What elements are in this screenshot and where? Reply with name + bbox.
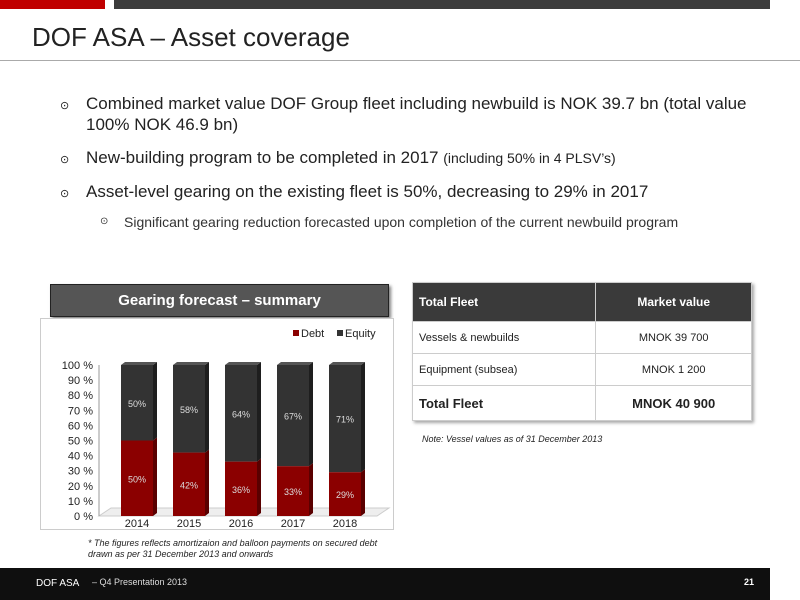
bullet-item: ⊙ Combined market value DOF Group fleet … — [60, 93, 760, 135]
chart-container: 0 % 10 % 20 % 30 % 40 % 50 % 60 % 70 % 80 % 90 % 1… — [40, 318, 394, 530]
sub-bullet-text: Significant gearing reduction forecasted… — [124, 214, 679, 230]
top-accent-bar-red — [0, 0, 105, 9]
equity-data-label: 50% — [128, 399, 146, 409]
sub-bullet-item: ⊙ Significant gearing reduction forecast… — [100, 214, 760, 230]
table-header-row: Total Fleet Market value — [411, 282, 752, 322]
y-tick-label: 40 % — [68, 451, 93, 463]
y-tick-label: 70 % — [68, 405, 93, 417]
bar-top — [225, 362, 261, 365]
debt-data-label: 29% — [336, 490, 354, 500]
footer-brand: DOF ASA — [36, 578, 80, 589]
equity-data-label: 67% — [284, 412, 302, 422]
legend-equity-label: Equity — [345, 328, 376, 340]
bar-equity — [121, 365, 153, 441]
circled-dot-icon: ⊙ — [60, 100, 70, 112]
y-tick-label: 60 % — [68, 420, 93, 432]
chart-footnote: * The figures reflects amortizaion and b… — [88, 538, 378, 559]
bullet-list: ⊙ Combined market value DOF Group fleet … — [60, 93, 760, 230]
y-tick-label: 80 % — [68, 390, 93, 402]
bar-equity — [225, 365, 257, 462]
x-tick-label: 2018 — [333, 518, 357, 529]
bar-debt-side — [309, 463, 313, 516]
y-tick-label: 10 % — [68, 496, 93, 508]
equity-data-label: 64% — [232, 409, 250, 419]
chart-header: Gearing forecast – summary — [50, 284, 389, 317]
bar-debt — [277, 466, 309, 516]
equity-data-label: 71% — [336, 415, 354, 425]
table-total-row: Total Fleet MNOK 40 900 — [411, 385, 752, 421]
circled-dot-icon: ⊙ — [100, 216, 109, 227]
bar-top — [121, 362, 157, 365]
legend-debt-swatch — [293, 330, 299, 336]
slide-title: DOF ASA – Asset coverage — [32, 22, 350, 52]
bar-debt-side — [257, 458, 261, 516]
bar-equity-side — [205, 362, 209, 453]
title-divider — [0, 60, 800, 61]
circled-dot-icon: ⊙ — [60, 188, 70, 200]
bullet-item: ⊙ New-building program to be completed i… — [60, 147, 760, 169]
debt-data-label: 33% — [284, 487, 302, 497]
bar-top — [173, 362, 209, 365]
bar-equity-side — [153, 362, 157, 441]
bullet-text: New-building program to be completed in … — [86, 148, 444, 167]
bar-debt-side — [361, 469, 365, 516]
x-tick-label: 2016 — [229, 518, 253, 529]
table-cell: MNOK 1 200 — [595, 353, 752, 386]
bullet-item: ⊙ Asset-level gearing on the existing fl… — [60, 181, 760, 202]
legend-equity-swatch — [337, 330, 343, 336]
table-header-cell: Market value — [595, 282, 752, 322]
table-cell: MNOK 40 900 — [595, 385, 752, 421]
bar-debt — [329, 472, 361, 516]
bar-equity-side — [309, 362, 313, 467]
bar-equity-side — [257, 362, 261, 462]
bar-equity — [329, 365, 361, 473]
table-cell: MNOK 39 700 — [595, 321, 752, 354]
equity-data-label: 58% — [180, 405, 198, 415]
footer-presentation: – Q4 Presentation 2013 — [92, 577, 188, 587]
bullet-text-small: (including 50% in 4 PLSV’s) — [443, 150, 616, 166]
bar-debt-side — [205, 449, 209, 516]
page-number: 21 — [743, 577, 754, 587]
bar-top — [329, 362, 365, 365]
bullet-text: Asset-level gearing on the existing flee… — [86, 182, 649, 201]
legend-debt-label: Debt — [301, 328, 324, 340]
y-tick-label: 20 % — [68, 481, 93, 493]
table-note: Note: Vessel values as of 31 December 20… — [422, 434, 603, 444]
y-tick-label: 50 % — [68, 436, 93, 448]
footer-bar: DOF ASA – Q4 Presentation 2013 21 — [0, 568, 770, 600]
bullet-text: Combined market value DOF Group fleet in… — [86, 94, 747, 134]
bar-debt-side — [153, 437, 157, 516]
debt-data-label: 50% — [128, 474, 146, 484]
debt-data-label: 36% — [232, 485, 250, 495]
x-tick-label: 2015 — [177, 518, 201, 529]
top-accent-bar-dark — [114, 0, 770, 9]
table-row: Equipment (subsea) MNOK 1 200 — [411, 353, 752, 386]
y-tick-label: 0 % — [74, 511, 93, 523]
table-row: Vessels & newbuilds MNOK 39 700 — [411, 321, 752, 354]
circled-dot-icon: ⊙ — [60, 154, 70, 166]
y-tick-label: 100 % — [62, 360, 93, 372]
bar-equity — [173, 365, 205, 453]
table-cell: Equipment (subsea) — [411, 353, 597, 386]
table-cell: Vessels & newbuilds — [411, 321, 597, 354]
bar-equity — [277, 365, 309, 467]
debt-data-label: 42% — [180, 480, 198, 490]
table-header-cell: Total Fleet — [411, 282, 597, 322]
bar-debt — [173, 452, 205, 516]
x-tick-label: 2014 — [125, 518, 149, 529]
x-tick-label: 2017 — [281, 518, 305, 529]
table-cell: Total Fleet — [411, 385, 597, 421]
fleet-table: Total Fleet Market value Vessels & newbu… — [411, 282, 752, 421]
gearing-chart: 0 % 10 % 20 % 30 % 40 % 50 % 60 % 70 % 80 % 90 % 1… — [62, 328, 391, 530]
y-tick-label: 90 % — [68, 375, 93, 387]
bar-debt — [225, 461, 257, 516]
bar-equity-side — [361, 362, 365, 473]
bar-debt — [121, 440, 153, 516]
y-tick-label: 30 % — [68, 466, 93, 478]
bar-top — [277, 362, 313, 365]
